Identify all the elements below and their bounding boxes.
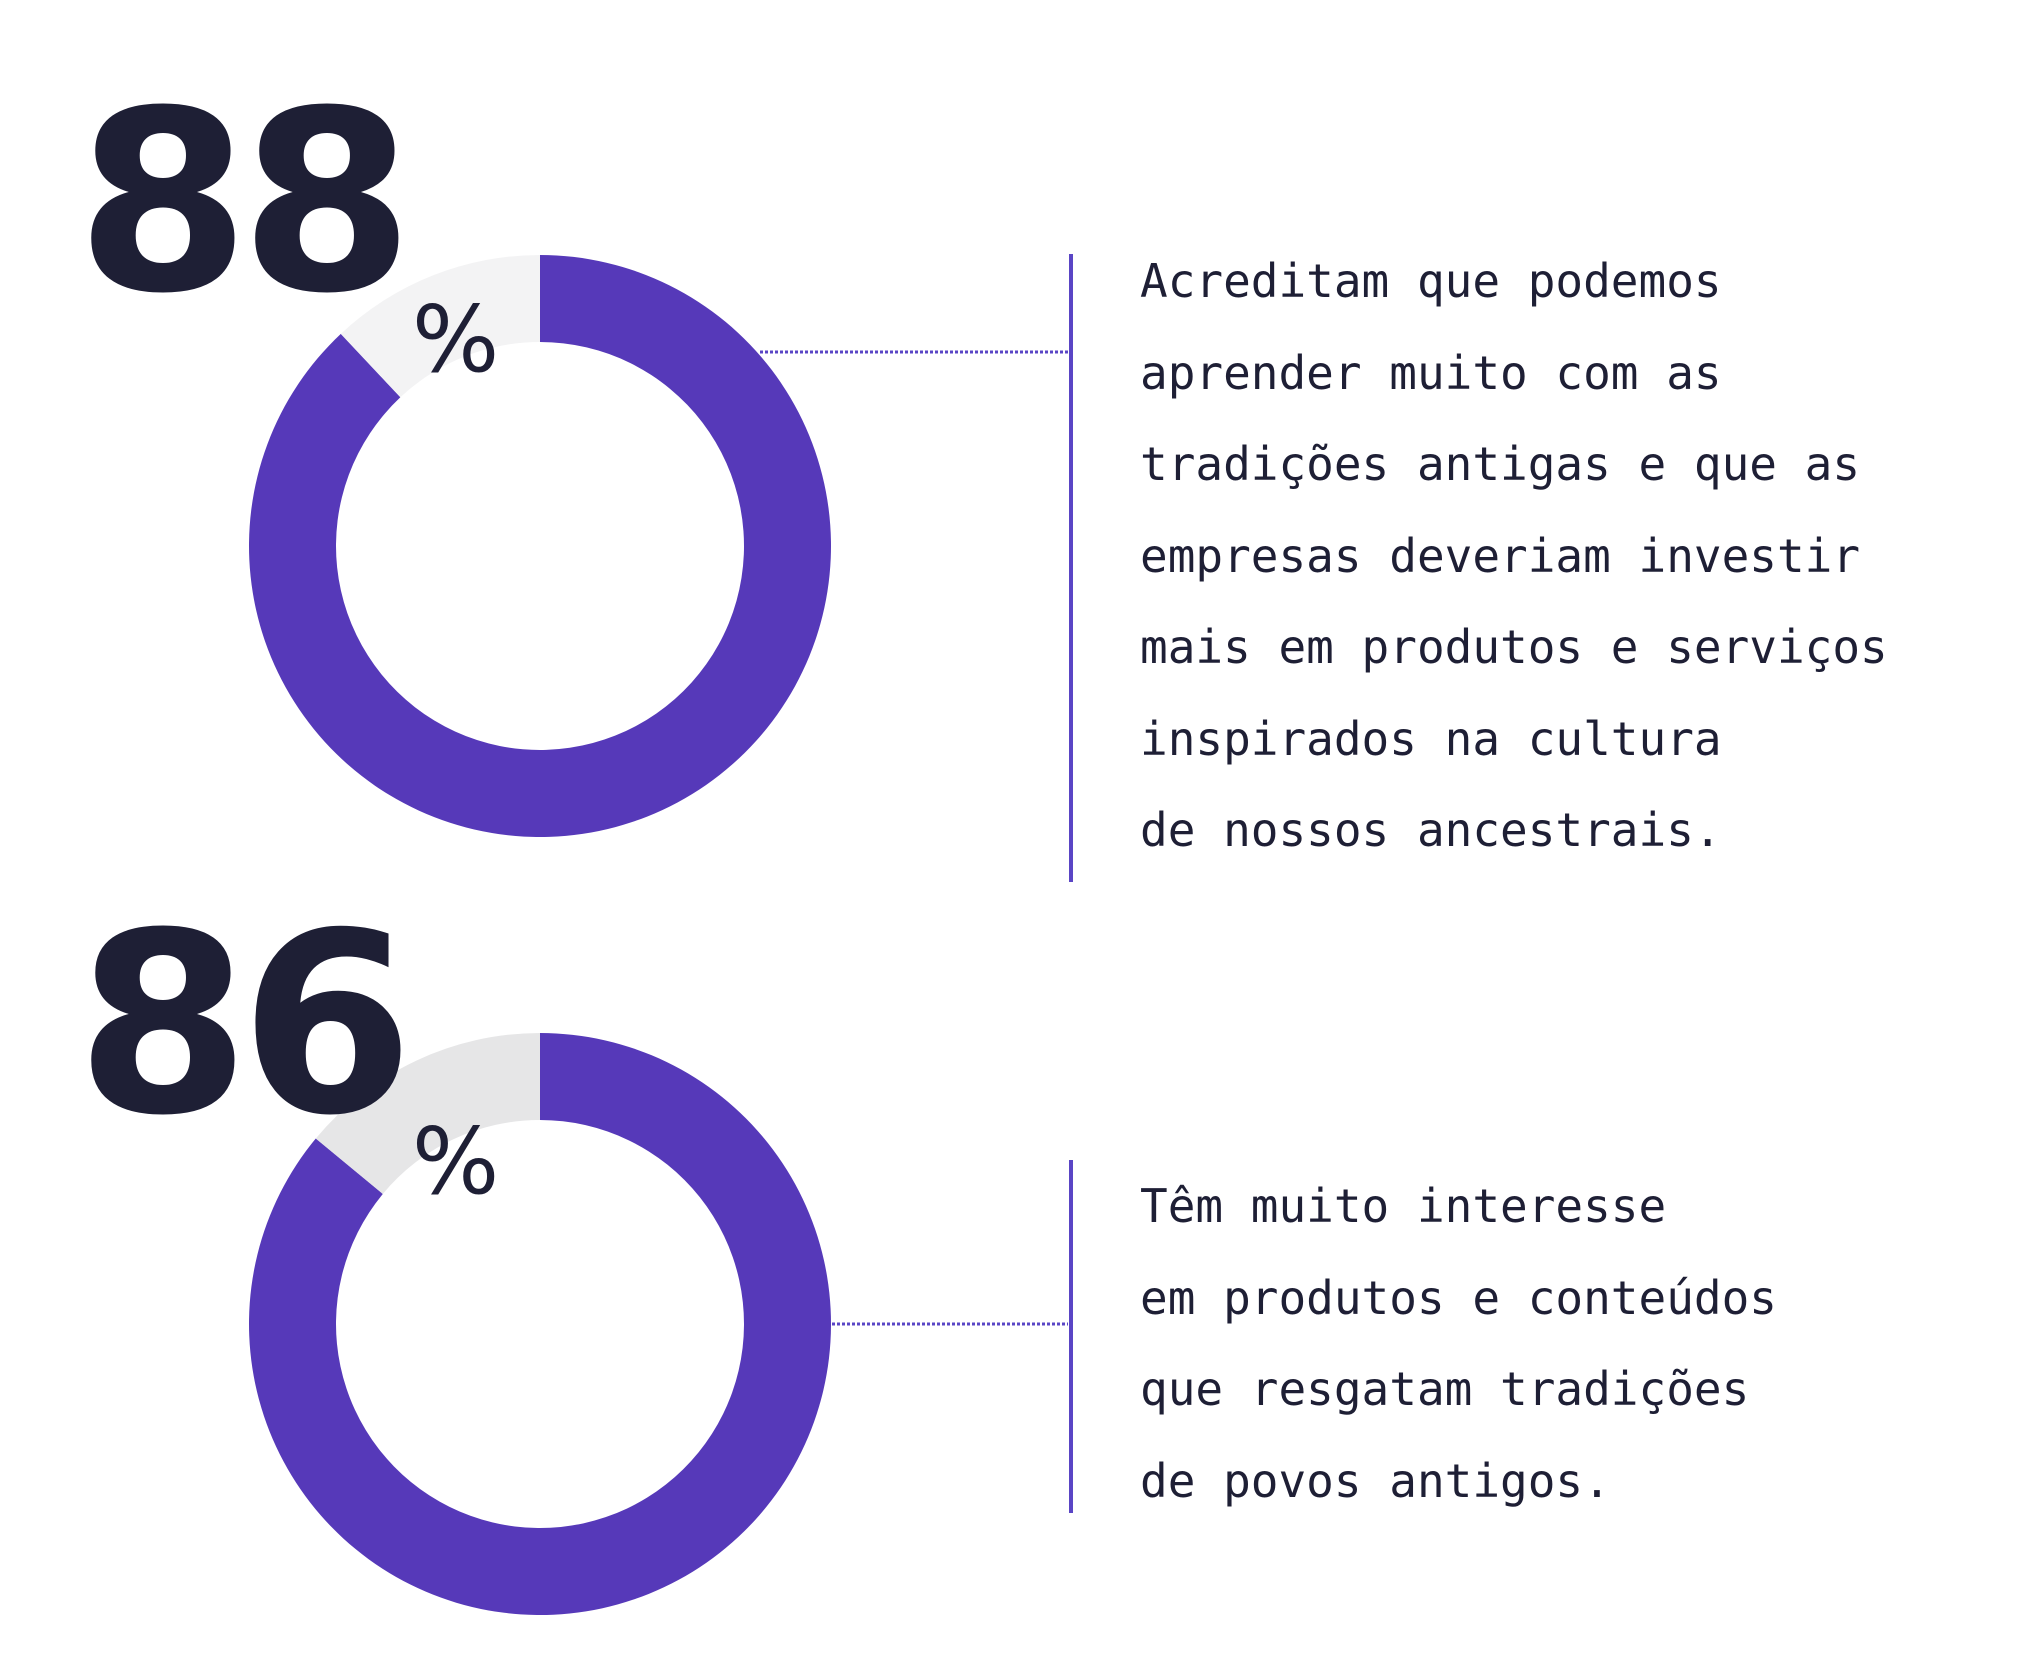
description-line: tradições antigas e que as xyxy=(1140,437,1861,491)
description-line: de povos antigos. xyxy=(1140,1453,1611,1508)
stat-number: 88 xyxy=(76,57,414,348)
donut-slice-value xyxy=(248,255,831,837)
stat-description: Têm muito interesse em produtos e conteú… xyxy=(1140,1161,1777,1527)
donut-slice-remainder xyxy=(340,255,540,398)
stat-value: 86% xyxy=(76,900,499,1208)
stat-block-88: 88% Acreditam que podemos aprender muito… xyxy=(76,78,1888,882)
description-line: aprender muito com as xyxy=(1140,345,1722,400)
stat-block-86: 86% Têm muito interesse em produtos e co… xyxy=(0,880,2039,1653)
description-line: Têm muito interesse xyxy=(1140,1179,1667,1233)
vertical-divider xyxy=(1069,1160,1073,1513)
vertical-divider xyxy=(1069,254,1073,882)
description-line: Acreditam que podemos xyxy=(1140,254,1722,308)
stat-description: Acreditam que podemos aprender muito com… xyxy=(1140,236,1888,877)
donut-chart-88 xyxy=(248,255,1068,837)
description-line: empresas deveriam investir xyxy=(1140,528,1861,583)
donut-slice-value xyxy=(248,1033,831,1615)
description-line: em produtos e conteúdos xyxy=(1140,1270,1777,1325)
percent-sign: % xyxy=(411,1108,500,1215)
description-line: mais em produtos e serviços xyxy=(1140,620,1888,674)
description-line: inspirados na cultura xyxy=(1140,711,1722,766)
donut-chart-86 xyxy=(248,1033,1068,1615)
percent-sign: % xyxy=(411,286,500,393)
stat-value: 88% xyxy=(76,78,499,386)
description-line: de nossos ancestrais. xyxy=(1140,803,1722,857)
donut-slice-remainder xyxy=(315,1033,540,1194)
description-line: que resgatam tradições xyxy=(1140,1362,1750,1416)
stat-number: 86 xyxy=(76,879,414,1170)
